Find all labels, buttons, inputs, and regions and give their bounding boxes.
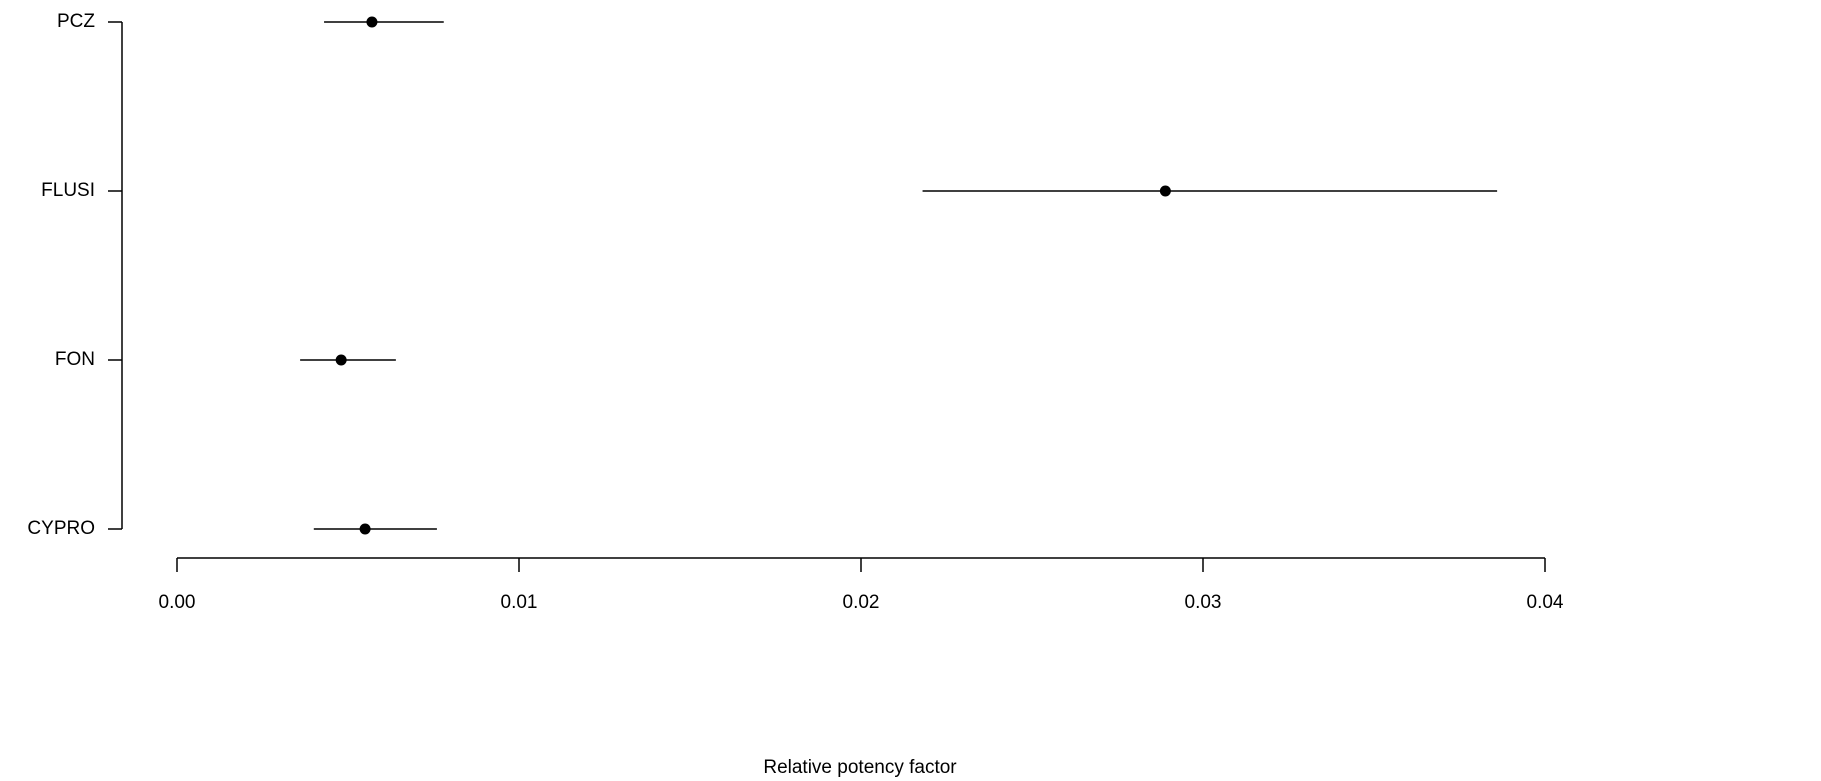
point [1159, 185, 1171, 197]
point [335, 354, 347, 366]
x-tick-label: 0.02 [843, 592, 880, 613]
x-tick-label: 0.04 [1527, 592, 1564, 613]
point [366, 16, 378, 28]
point [359, 523, 371, 535]
y-tick-label: CYPRO [27, 518, 95, 539]
x-tick-label: 0.01 [501, 592, 538, 613]
x-tick-label: 0.03 [1185, 592, 1222, 613]
x-axis-label: Relative potency factor [763, 757, 957, 778]
y-tick-label: FON [55, 349, 95, 370]
y-tick-label: PCZ [57, 11, 95, 32]
y-tick-label: FLUSI [41, 180, 95, 201]
x-tick-label: 0.00 [159, 592, 196, 613]
